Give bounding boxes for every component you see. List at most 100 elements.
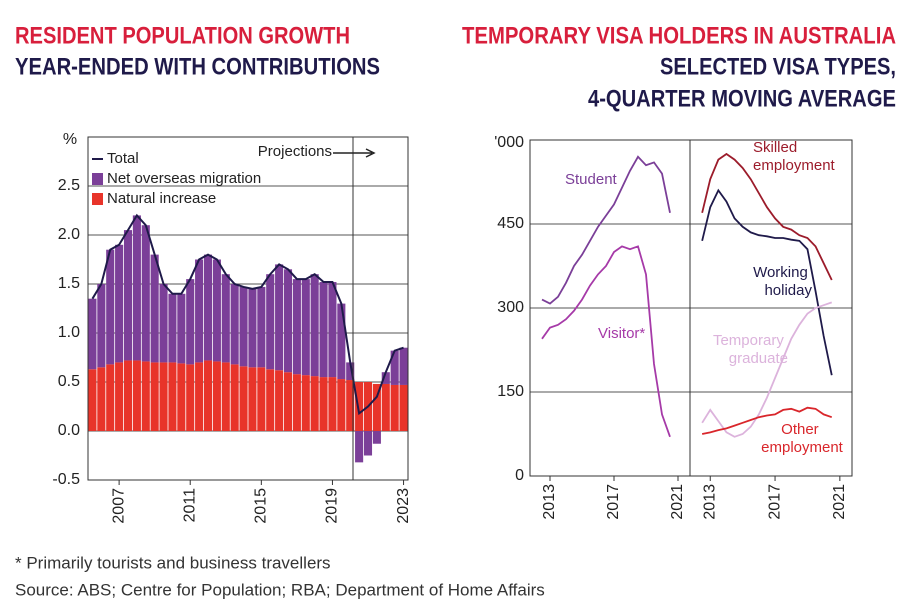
series-label: Student <box>565 171 618 188</box>
annotation: Projections <box>258 143 332 160</box>
series-line <box>541 245 671 438</box>
y-tick-label: 450 <box>497 215 524 232</box>
bar <box>239 286 248 367</box>
bar <box>346 362 355 381</box>
bar <box>150 362 159 431</box>
x-tick-label: 2013 <box>541 484 558 520</box>
y-tick-label: 0 <box>515 467 524 484</box>
bar <box>283 372 293 431</box>
bar <box>310 274 319 377</box>
bar <box>230 284 239 365</box>
y-tick-label: 300 <box>497 299 524 316</box>
annotation-arrow <box>333 148 376 158</box>
legend-label: Total <box>107 150 139 167</box>
series-label: Skilled employment <box>753 139 836 174</box>
bar <box>257 367 266 431</box>
bar <box>115 244 124 363</box>
bar <box>283 269 293 373</box>
bar <box>257 286 266 368</box>
x-tick-label: 2017 <box>605 484 622 520</box>
bar <box>328 282 337 378</box>
bar <box>292 279 301 375</box>
y-tick-label: 0.0 <box>58 422 80 439</box>
x-tick-label: 2011 <box>181 488 198 523</box>
bar <box>372 431 381 444</box>
bar <box>355 431 364 463</box>
series-line <box>701 152 833 281</box>
y-tick-label: 1.0 <box>58 324 80 341</box>
x-tick-label: 2021 <box>669 484 686 520</box>
bar <box>132 360 141 431</box>
bar <box>106 364 115 431</box>
bar <box>266 369 275 431</box>
bar <box>141 361 150 431</box>
x-tick-label: 2015 <box>253 488 270 524</box>
panel-frame <box>689 139 853 477</box>
y-tick-label: 1.5 <box>58 275 80 292</box>
plot-frame <box>87 136 409 481</box>
bar <box>212 259 221 362</box>
bar <box>399 384 408 431</box>
left-chart: -0.5 0.0 0.5 1.0 1.5 2.0 2.5% Projections 2007 20… <box>52 131 411 523</box>
legend-label: Natural increase <box>107 190 216 207</box>
bar <box>301 279 310 376</box>
left-title: RESIDENT POPULATION GROWTH <box>15 22 350 49</box>
bar <box>123 230 133 361</box>
bar <box>88 369 97 431</box>
bar <box>363 431 373 456</box>
bar <box>186 279 195 365</box>
bar <box>123 360 133 431</box>
bar <box>195 362 204 431</box>
bar <box>319 377 328 431</box>
bar <box>372 383 381 431</box>
bar <box>186 364 195 431</box>
y-tick-label: 2.0 <box>58 226 80 243</box>
bar <box>328 377 337 431</box>
bar <box>177 363 186 431</box>
bar <box>319 282 328 378</box>
bar <box>203 254 213 361</box>
right-title: TEMPORARY VISA HOLDERS IN AUSTRALIA <box>462 22 896 49</box>
bar <box>221 362 230 431</box>
y-tick-label: 150 <box>497 383 524 400</box>
x-tick-label: 2013 <box>701 484 718 520</box>
source: Source: ABS; Centre for Population; RBA;… <box>15 580 545 599</box>
y-axis-label: % <box>63 131 77 148</box>
bar <box>248 367 257 431</box>
bar <box>346 380 355 431</box>
series-line <box>541 155 671 305</box>
bar <box>275 264 284 371</box>
left-subtitle: YEAR-ENDED WITH CONTRIBUTIONS <box>15 53 380 80</box>
x-tick-label: 2019 <box>324 488 341 524</box>
bar <box>301 375 310 431</box>
bar <box>337 379 346 431</box>
bar <box>390 350 399 385</box>
bar <box>248 288 257 368</box>
y-axis-label: '000 <box>494 134 524 151</box>
y-tick-label: -0.5 <box>52 471 80 488</box>
y-tick-label: 2.5 <box>58 177 80 194</box>
x-tick-label: 2023 <box>395 488 412 524</box>
bar <box>310 376 319 431</box>
right-subtitle: 4-QUARTER MOVING AVERAGE <box>588 85 896 112</box>
bar <box>381 372 390 384</box>
legend-swatch <box>92 173 103 185</box>
bar <box>275 370 284 431</box>
bar <box>97 367 106 431</box>
right-chart: 0 150 300 450 '000 2013 2017 2021 2013 2017 2021 St… <box>494 134 853 520</box>
legend-label: Net overseas migration <box>107 170 261 187</box>
bar <box>337 303 346 380</box>
bar <box>381 383 390 431</box>
bar <box>168 293 177 363</box>
bar <box>221 274 230 363</box>
bar <box>195 259 204 363</box>
bar <box>292 374 301 431</box>
bar <box>141 225 150 362</box>
bar <box>106 249 115 365</box>
x-tick-label: 2017 <box>766 484 783 520</box>
bar <box>239 366 248 431</box>
series-line <box>701 406 833 435</box>
right-subtitle: SELECTED VISA TYPES, <box>660 53 896 80</box>
series-label: Working holiday <box>753 264 812 299</box>
series-line <box>701 188 833 376</box>
